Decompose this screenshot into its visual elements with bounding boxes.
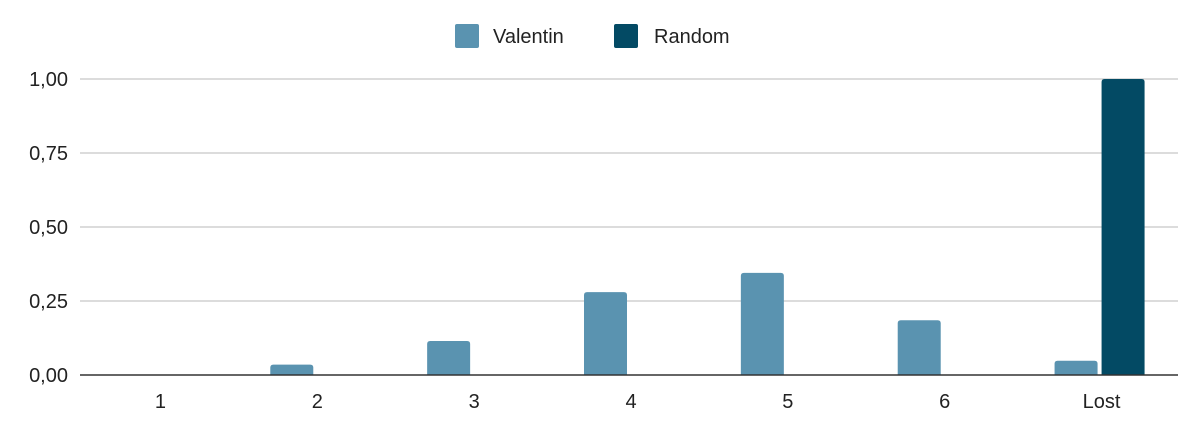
x-tick-label: 5 — [782, 391, 793, 413]
bar-valentin-lost — [1054, 360, 1098, 375]
y-tick-label: 0,00 — [29, 365, 68, 387]
y-tick-label: 1,00 — [29, 69, 68, 91]
gridlines — [80, 78, 1178, 302]
bar-valentin-2 — [270, 364, 314, 375]
bars — [270, 79, 1145, 375]
legend: Valentin Random — [455, 24, 730, 48]
legend-swatch-random — [614, 24, 638, 48]
bar-valentin-4 — [584, 292, 627, 375]
bar-valentin-6 — [897, 320, 941, 375]
legend-label-random: Random — [654, 26, 730, 48]
y-axis-tick-labels: 0,00 0,25 0,50 0,75 1,00 — [29, 69, 68, 387]
legend-swatch-valentin — [455, 24, 479, 48]
x-tick-label: 3 — [469, 391, 480, 413]
x-tick-label: 6 — [939, 391, 950, 413]
x-axis-tick-labels: 1 2 3 4 5 6 Lost — [155, 391, 1121, 413]
bar-valentin-3 — [427, 340, 471, 375]
bar-valentin-5 — [740, 272, 784, 375]
y-tick-label: 0,75 — [29, 143, 68, 165]
y-tick-label: 0,50 — [29, 217, 68, 239]
legend-label-valentin: Valentin — [493, 26, 564, 48]
x-tick-label: Lost — [1083, 391, 1121, 413]
x-tick-label: 1 — [155, 391, 166, 413]
x-tick-label: 4 — [625, 391, 636, 413]
y-tick-label: 0,25 — [29, 291, 68, 313]
x-tick-label: 2 — [312, 391, 323, 413]
bar-random-lost — [1101, 79, 1145, 375]
